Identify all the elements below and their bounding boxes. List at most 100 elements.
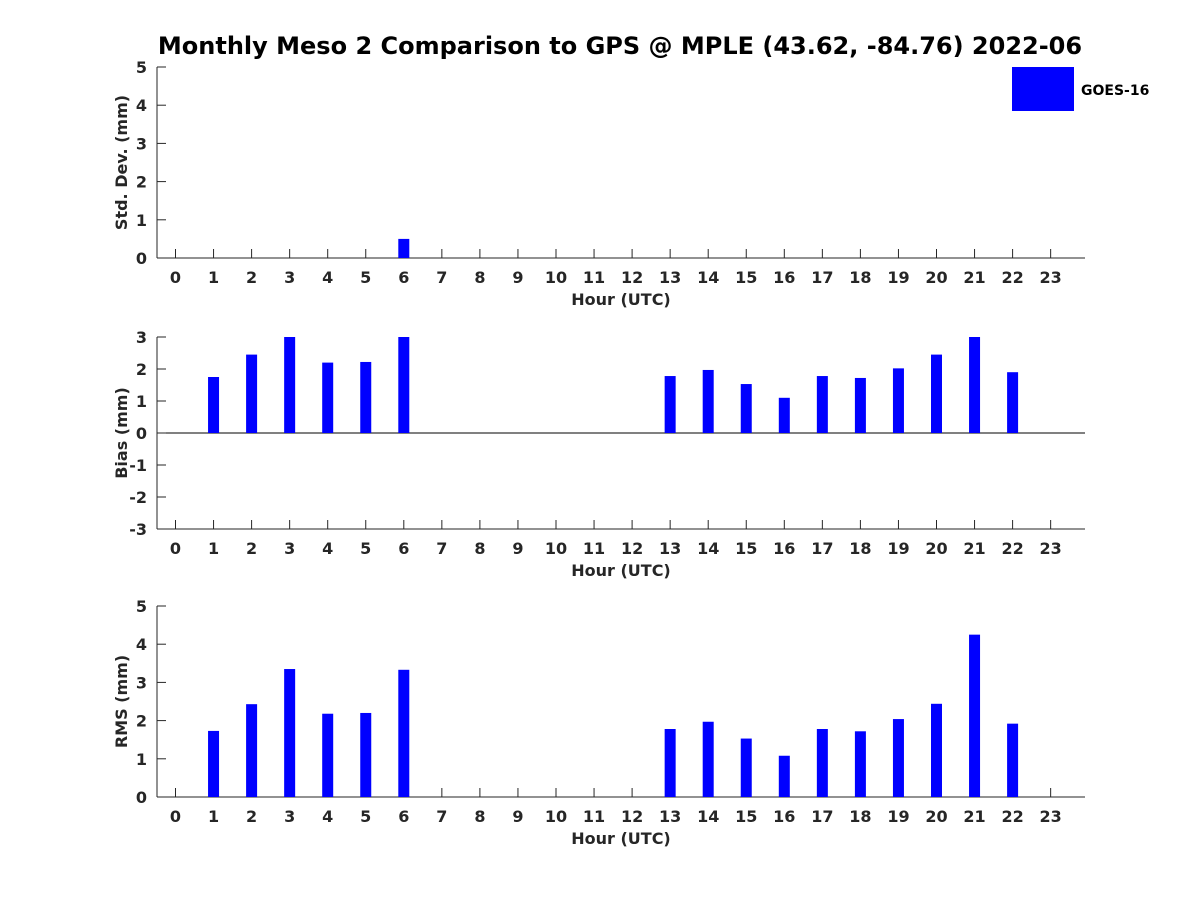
- bar-hour-20: [931, 354, 942, 433]
- x-tick-label: 15: [735, 539, 757, 558]
- x-tick-label: 10: [545, 807, 567, 826]
- x-tick-label: 11: [583, 268, 605, 287]
- x-tick-label: 18: [849, 807, 871, 826]
- x-tick-label: 21: [963, 539, 985, 558]
- x-tick-label: 9: [512, 539, 523, 558]
- x-tick-label: 19: [887, 268, 909, 287]
- x-tick-label: 11: [583, 539, 605, 558]
- x-tick-label: 13: [659, 268, 681, 287]
- x-tick-label: 14: [697, 539, 719, 558]
- x-tick-label: 19: [887, 539, 909, 558]
- x-tick-label: 17: [811, 268, 833, 287]
- x-tick-label: 8: [474, 807, 485, 826]
- x-tick-label: 5: [360, 268, 371, 287]
- y-tick-label: 3: [136, 134, 147, 153]
- x-tick-label: 8: [474, 268, 485, 287]
- x-tick-label: 17: [811, 539, 833, 558]
- x-tick-label: 23: [1040, 268, 1062, 287]
- bar-hour-5: [360, 712, 372, 797]
- x-tick-label: 16: [773, 268, 795, 287]
- bar-hour-1: [208, 377, 220, 433]
- x-tick-label: 3: [284, 268, 295, 287]
- bar-hour-17: [816, 729, 828, 797]
- y-tick-label: 2: [136, 173, 147, 192]
- bar-hour-22: [1007, 372, 1019, 433]
- bar-hour-19: [892, 368, 904, 433]
- bar-hour-16: [778, 397, 790, 433]
- bar-hour-2: [246, 704, 258, 797]
- bar-hour-3: [284, 337, 296, 433]
- bar-hour-21: [969, 634, 981, 797]
- y-tick-label: -2: [129, 488, 147, 507]
- x-tick-label: 4: [322, 807, 333, 826]
- bar-hour-4: [322, 362, 334, 433]
- x-tick-label: 4: [322, 268, 333, 287]
- y-tick-label: 2: [136, 712, 147, 731]
- x-tick-label: 15: [735, 268, 757, 287]
- x-tick-label: 7: [436, 807, 447, 826]
- x-tick-label: 19: [887, 807, 909, 826]
- bar-hour-15: [740, 738, 752, 797]
- y-tick-label: 5: [136, 597, 147, 616]
- x-tick-label: 12: [621, 539, 643, 558]
- x-tick-label: 3: [284, 539, 295, 558]
- bar-hour-19: [892, 719, 904, 797]
- y-tick-label: 1: [136, 211, 147, 230]
- x-tick-label: 14: [697, 807, 719, 826]
- x-tick-label: 8: [474, 539, 485, 558]
- x-tick-label: 0: [170, 268, 181, 287]
- y-tick-label: 0: [136, 424, 147, 443]
- bar-hour-14: [702, 721, 714, 797]
- y-tick-label: 0: [136, 249, 147, 268]
- x-tick-label: 22: [1001, 268, 1023, 287]
- x-tick-label: 20: [925, 807, 947, 826]
- x-tick-label: 11: [583, 807, 605, 826]
- x-axis-label: Hour (UTC): [571, 829, 671, 848]
- x-axis-label: Hour (UTC): [571, 290, 671, 309]
- y-tick-label: 5: [136, 58, 147, 77]
- y-axis-label: RMS (mm): [112, 655, 131, 748]
- bar-hour-6: [398, 238, 410, 258]
- x-tick-label: 14: [697, 268, 719, 287]
- bar-hour-14: [702, 369, 714, 433]
- x-tick-label: 10: [545, 539, 567, 558]
- y-tick-label: 4: [136, 635, 147, 654]
- x-tick-label: 17: [811, 807, 833, 826]
- x-tick-label: 9: [512, 268, 523, 287]
- x-tick-label: 16: [773, 539, 795, 558]
- x-axis-label: Hour (UTC): [571, 561, 671, 580]
- bar-hour-13: [664, 729, 676, 797]
- x-tick-label: 12: [621, 807, 643, 826]
- bar-hour-6: [398, 669, 410, 797]
- x-tick-label: 6: [398, 268, 409, 287]
- bar-hour-1: [208, 730, 220, 797]
- y-tick-label: 0: [136, 788, 147, 807]
- x-tick-label: 0: [170, 539, 181, 558]
- x-tick-label: 18: [849, 539, 871, 558]
- legend-label: GOES-16: [1081, 83, 1149, 99]
- x-tick-label: 1: [208, 539, 219, 558]
- x-tick-label: 4: [322, 539, 333, 558]
- bar-hour-22: [1007, 723, 1019, 797]
- legend-swatch: [1012, 67, 1074, 111]
- x-tick-label: 7: [436, 539, 447, 558]
- x-tick-label: 15: [735, 807, 757, 826]
- bar-hour-21: [969, 337, 981, 433]
- x-tick-label: 9: [512, 807, 523, 826]
- x-tick-label: 10: [545, 268, 567, 287]
- bar-hour-18: [854, 731, 866, 797]
- bar-hour-5: [360, 361, 372, 433]
- x-tick-label: 6: [398, 807, 409, 826]
- y-tick-label: -3: [129, 520, 147, 539]
- x-tick-label: 5: [360, 539, 371, 558]
- bar-hour-6: [398, 337, 410, 433]
- x-tick-label: 23: [1040, 539, 1062, 558]
- x-tick-label: 13: [659, 539, 681, 558]
- x-tick-label: 22: [1001, 807, 1023, 826]
- x-tick-label: 1: [208, 807, 219, 826]
- y-tick-label: 3: [136, 673, 147, 692]
